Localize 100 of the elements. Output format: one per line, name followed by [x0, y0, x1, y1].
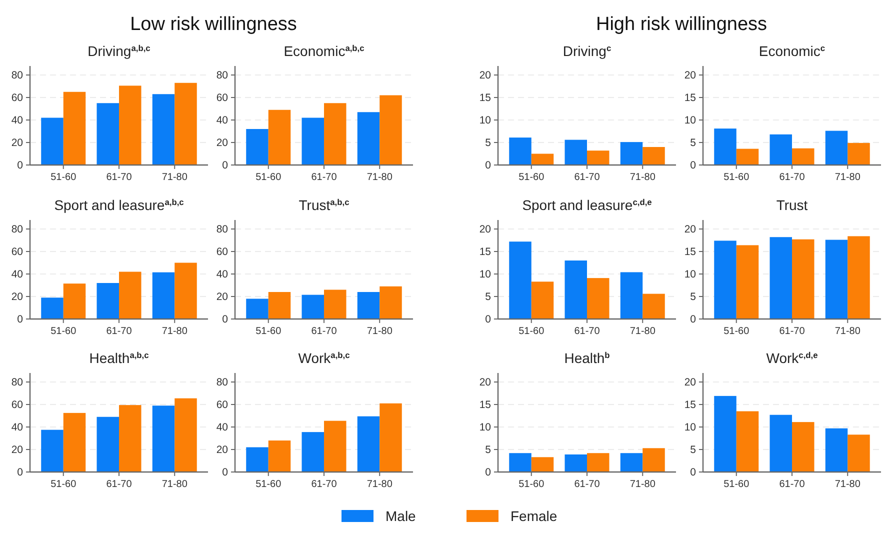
- y-tick-label: 40: [216, 422, 228, 434]
- y-tick-label: 60: [11, 399, 24, 412]
- y-tick-label: 80: [11, 70, 24, 82]
- y-tick-label: 60: [11, 246, 24, 258]
- x-tick-label: 71-80: [162, 326, 188, 337]
- bar: [96, 416, 119, 472]
- x-tick-label: 51-60: [256, 326, 282, 337]
- bar: [324, 290, 346, 319]
- y-tick-label: 20: [479, 376, 492, 389]
- bar: [792, 239, 814, 319]
- y-tick-label: 60: [216, 92, 228, 104]
- bar: [509, 242, 532, 319]
- bar: [792, 422, 814, 472]
- bar: [302, 294, 324, 319]
- chart-title: Driving$^{a,b,c}$: [88, 43, 151, 59]
- bar: [324, 420, 346, 472]
- y-tick-label: 15: [684, 399, 696, 412]
- y-tick-label: 20: [479, 70, 492, 82]
- y-tick-label: 80: [11, 224, 24, 236]
- x-tick-label: 61-70: [106, 479, 132, 490]
- y-tick-label: 0: [17, 466, 24, 479]
- bar: [587, 278, 610, 319]
- bar: [509, 138, 532, 165]
- bar: [96, 283, 119, 319]
- y-tick-label: 15: [479, 92, 492, 104]
- y-tick-label: 60: [216, 246, 228, 258]
- x-tick-label: 51-60: [50, 479, 77, 490]
- y-tick-label: 20: [479, 224, 492, 236]
- y-tick-label: 10: [684, 114, 696, 127]
- bar: [770, 414, 792, 472]
- text: Low risk willingness: [130, 14, 297, 35]
- y-tick-label: 0: [222, 466, 228, 479]
- chart-title: Sport and leasure$^{c,d,e}$: [522, 197, 652, 213]
- y-tick-label: 0: [485, 466, 492, 479]
- bar: [714, 396, 736, 472]
- bar: [174, 82, 197, 165]
- y-tick-label: 0: [17, 314, 24, 326]
- y-tick-label: 10: [684, 422, 696, 434]
- bar: [357, 292, 380, 319]
- legend-label: Male: [386, 508, 416, 524]
- x-tick-label: 71-80: [630, 479, 656, 490]
- bar: [587, 453, 610, 472]
- x-tick-label: 71-80: [630, 326, 656, 337]
- y-tick-label: 15: [684, 92, 696, 104]
- bar: [564, 454, 587, 472]
- y-tick-label: 40: [11, 114, 24, 127]
- bar: [380, 95, 402, 165]
- bar: [246, 447, 268, 472]
- x-tick-label: 51-60: [518, 172, 545, 183]
- x-tick-label: 71-80: [162, 172, 188, 183]
- bar: [152, 272, 175, 319]
- bar: [848, 434, 870, 472]
- y-tick-label: 20: [684, 70, 696, 82]
- chart-title: Sport and leasure$^{a,b,c}$: [54, 197, 184, 213]
- bar: [714, 128, 736, 165]
- x-tick-label: 51-60: [724, 479, 750, 490]
- x-tick-label: 71-80: [834, 479, 861, 490]
- x-tick-label: 51-60: [518, 479, 545, 490]
- y-tick-label: 10: [479, 268, 492, 281]
- x-tick-label: 51-60: [724, 326, 750, 337]
- bar: [642, 294, 665, 319]
- y-tick-label: 80: [11, 376, 24, 389]
- bar: [792, 148, 814, 165]
- bar: [770, 134, 792, 165]
- bar: [63, 92, 86, 165]
- y-tick-label: 0: [690, 314, 696, 326]
- bar: [736, 411, 759, 472]
- bar: [380, 286, 402, 319]
- y-tick-label: 80: [216, 70, 228, 82]
- bar: [848, 236, 870, 319]
- x-tick-label: 61-70: [311, 326, 338, 337]
- x-tick-label: 61-70: [779, 172, 806, 183]
- x-tick-label: 71-80: [834, 172, 861, 183]
- y-tick-label: 20: [11, 444, 24, 456]
- bar: [620, 453, 643, 472]
- y-tick-label: 40: [11, 268, 24, 281]
- bar: [152, 94, 175, 165]
- x-tick-label: 61-70: [574, 326, 600, 337]
- x-tick-label: 51-60: [50, 326, 77, 337]
- y-tick-label: 15: [684, 246, 696, 258]
- x-tick-label: 61-70: [311, 172, 338, 183]
- bar: [119, 272, 142, 319]
- x-tick-label: 51-60: [518, 326, 545, 337]
- y-tick-label: 0: [222, 160, 228, 172]
- bar: [119, 405, 142, 472]
- y-tick-label: 40: [216, 268, 228, 281]
- bar: [119, 86, 142, 165]
- y-tick-label: 80: [216, 224, 228, 236]
- bar: [174, 262, 197, 319]
- y-tick-label: 5: [690, 137, 696, 150]
- y-tick-label: 5: [690, 291, 696, 304]
- bar: [268, 110, 291, 165]
- x-tick-label: 61-70: [106, 326, 132, 337]
- bar: [268, 440, 291, 472]
- bar: [714, 240, 736, 319]
- x-tick-label: 51-60: [256, 479, 282, 490]
- y-tick-label: 20: [11, 291, 24, 304]
- bar: [63, 284, 86, 319]
- bar: [531, 282, 554, 319]
- y-tick-label: 40: [216, 114, 228, 127]
